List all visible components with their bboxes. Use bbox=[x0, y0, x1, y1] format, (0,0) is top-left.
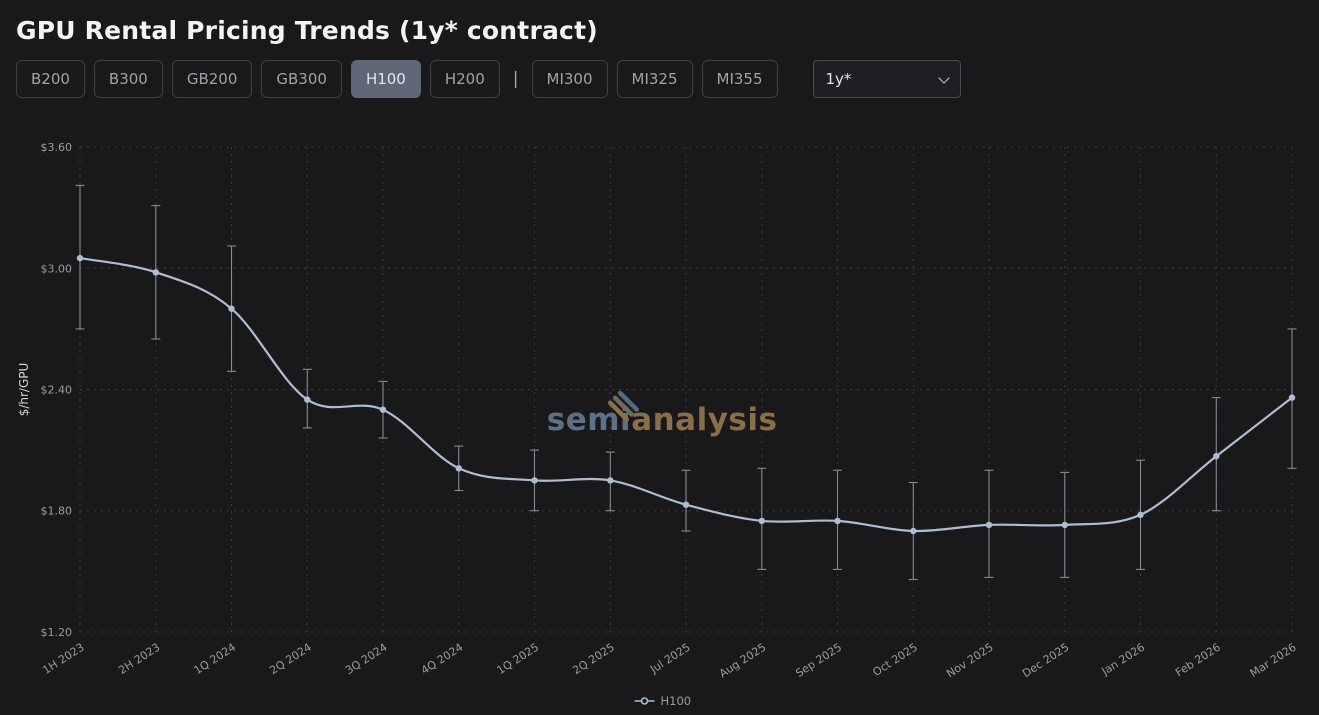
filter-button-b300[interactable]: B300 bbox=[93, 60, 163, 98]
svg-text:$2.40: $2.40 bbox=[41, 384, 73, 397]
contract-select[interactable]: 1y* bbox=[812, 60, 961, 98]
svg-text:Jan 2026: Jan 2026 bbox=[1099, 641, 1148, 679]
svg-text:Jul 2025: Jul 2025 bbox=[647, 641, 692, 677]
svg-text:Sep 2025: Sep 2025 bbox=[793, 641, 844, 680]
svg-text:$1.80: $1.80 bbox=[41, 505, 73, 518]
filter-button-gb300[interactable]: GB300 bbox=[261, 60, 342, 98]
svg-text:4Q 2024: 4Q 2024 bbox=[419, 641, 466, 678]
svg-text:Nov 2025: Nov 2025 bbox=[944, 641, 996, 681]
svg-text:$/hr/GPU: $/hr/GPU bbox=[17, 363, 31, 417]
chart-area: $3.60 $3.00 $2.40 $1.80 $1.20 1H 2023 2H 2023 1… bbox=[0, 104, 1319, 715]
svg-text:1Q 2024: 1Q 2024 bbox=[192, 641, 239, 678]
gpu-filter-toolbar: B200 B300 GB200 GB300 H100 H200 | MI300 … bbox=[0, 46, 1319, 98]
filter-button-mi325[interactable]: MI325 bbox=[616, 60, 693, 98]
filter-button-mi300[interactable]: MI300 bbox=[531, 60, 608, 98]
header: GPU Rental Pricing Trends (1y* contract) bbox=[0, 0, 1319, 46]
svg-text:1Q 2025: 1Q 2025 bbox=[495, 641, 542, 678]
svg-text:$1.20: $1.20 bbox=[41, 626, 73, 639]
svg-text:Dec 2025: Dec 2025 bbox=[1020, 641, 1071, 681]
svg-text:$3.60: $3.60 bbox=[41, 141, 73, 154]
svg-text:Mar 2026: Mar 2026 bbox=[1248, 641, 1299, 680]
filter-group-separator: | bbox=[512, 69, 519, 89]
filter-button-mi355[interactable]: MI355 bbox=[701, 60, 778, 98]
page-title: GPU Rental Pricing Trends (1y* contract) bbox=[16, 16, 598, 45]
svg-text:$3.00: $3.00 bbox=[41, 262, 73, 275]
contract-select-wrap: 1y* bbox=[812, 60, 961, 98]
svg-text:2H 2023: 2H 2023 bbox=[116, 641, 162, 677]
filter-button-b200[interactable]: B200 bbox=[16, 60, 85, 98]
svg-text:Aug 2025: Aug 2025 bbox=[717, 641, 769, 681]
svg-text:1H 2023: 1H 2023 bbox=[40, 641, 86, 677]
svg-text:3Q 2024: 3Q 2024 bbox=[343, 641, 390, 678]
pricing-trend-chart: $3.60 $3.00 $2.40 $1.80 $1.20 1H 2023 2H 2023 1… bbox=[17, 141, 1299, 708]
filter-button-gb200[interactable]: GB200 bbox=[171, 60, 253, 98]
svg-text:Feb 2026: Feb 2026 bbox=[1173, 641, 1223, 680]
filter-button-h200[interactable]: H200 bbox=[429, 60, 500, 98]
svg-text:2Q 2024: 2Q 2024 bbox=[267, 641, 314, 678]
svg-text:H100: H100 bbox=[661, 694, 692, 708]
svg-text:2Q 2025: 2Q 2025 bbox=[570, 641, 617, 678]
filter-button-h100[interactable]: H100 bbox=[350, 60, 421, 98]
svg-text:Oct 2025: Oct 2025 bbox=[870, 641, 919, 679]
